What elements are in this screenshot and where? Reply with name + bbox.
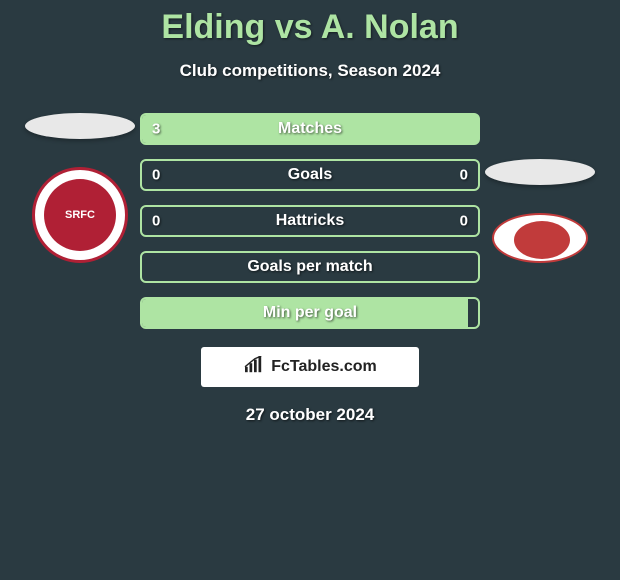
bar-label: Goals per match [247, 258, 372, 276]
left-player-placeholder [25, 113, 135, 139]
bar-goals: 0 Goals 0 [140, 159, 480, 191]
bar-hattricks: 0 Hattricks 0 [140, 205, 480, 237]
bar-label: Matches [278, 120, 342, 138]
right-player-col [480, 113, 600, 263]
right-club-crest [492, 213, 588, 263]
bar-chart-icon [243, 356, 265, 379]
subtitle: Club competitions, Season 2024 [0, 61, 620, 81]
attribution-badge[interactable]: FcTables.com [201, 347, 419, 387]
attribution-text: FcTables.com [271, 358, 377, 376]
bar-label: Min per goal [263, 304, 357, 322]
left-player-col: SRFC [20, 113, 140, 263]
date-label: 27 october 2024 [0, 405, 620, 425]
bar-label: Goals [288, 166, 332, 184]
left-club-crest-label: SRFC [44, 179, 116, 251]
comparison-row: SRFC 3 Matches 0 Goals 0 0 Hattricks 0 [0, 113, 620, 329]
right-club-crest-inner [514, 221, 570, 259]
right-player-placeholder [485, 159, 595, 185]
stats-bars: 3 Matches 0 Goals 0 0 Hattricks 0 Goals … [140, 113, 480, 329]
bar-left-value: 0 [152, 213, 160, 230]
left-club-crest: SRFC [32, 167, 128, 263]
bar-right-value: 0 [460, 167, 468, 184]
page-title: Elding vs A. Nolan [0, 8, 620, 47]
bar-goals-per-match: Goals per match [140, 251, 480, 283]
bar-min-per-goal: Min per goal [140, 297, 480, 329]
bar-left-value: 3 [152, 121, 160, 138]
bar-left-value: 0 [152, 167, 160, 184]
bar-matches: 3 Matches [140, 113, 480, 145]
bar-label: Hattricks [276, 212, 344, 230]
bar-right-value: 0 [460, 213, 468, 230]
